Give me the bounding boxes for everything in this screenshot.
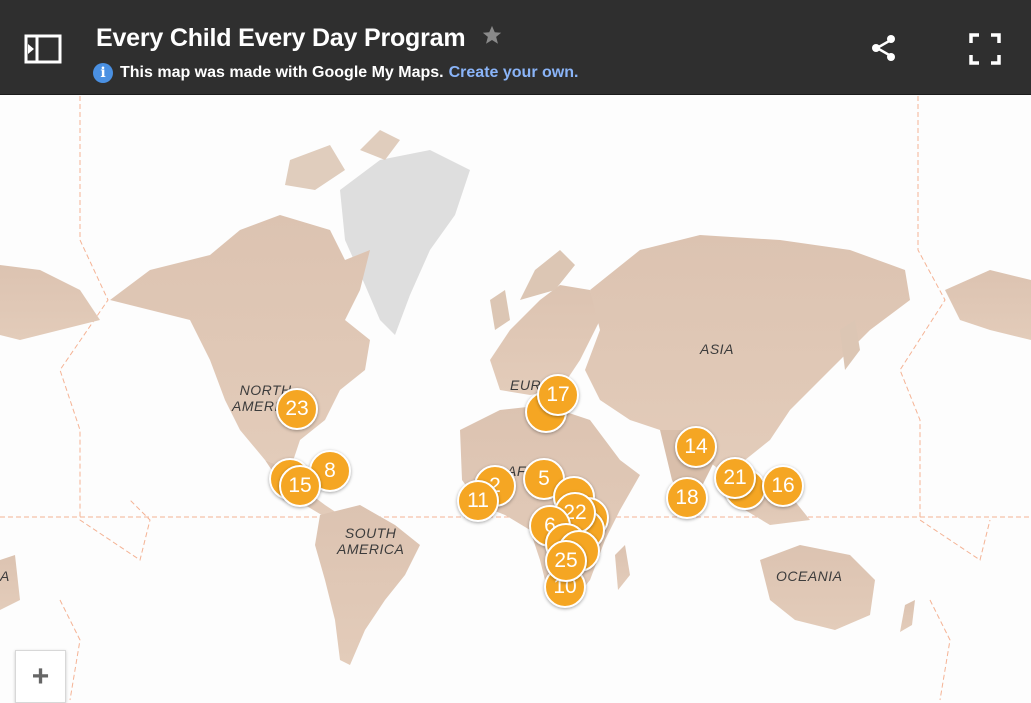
world-map-terrain — [0, 96, 1031, 701]
zoom-controls: + — [15, 650, 66, 703]
marker-cluster[interactable]: 14 — [675, 426, 717, 468]
marker-cluster[interactable]: 18 — [666, 477, 708, 519]
label-oceania: OCEANIA — [776, 568, 843, 584]
marker-cluster[interactable]: 11 — [457, 480, 499, 522]
label-australia-partial: A — [0, 568, 10, 584]
marker-cluster[interactable]: 21 — [714, 457, 756, 499]
marker-cluster[interactable]: 23 — [276, 388, 318, 430]
world-map[interactable]: NORTH AMERICA SOUTH AMERICA EUROPE AFRIC… — [0, 96, 1031, 703]
info-icon: i — [93, 63, 113, 83]
marker-cluster[interactable]: 15 — [279, 465, 321, 507]
made-with-text: This map was made with Google My Maps. — [120, 64, 444, 81]
side-panel-toggle-icon[interactable] — [24, 33, 62, 65]
zoom-in-button[interactable]: + — [31, 659, 50, 693]
star-icon[interactable] — [481, 24, 503, 46]
label-south-america: SOUTH AMERICA — [337, 525, 405, 557]
marker-cluster[interactable]: 25 — [545, 540, 587, 582]
label-asia: ASIA — [700, 341, 734, 357]
create-your-own-link[interactable]: Create your own. — [448, 64, 579, 81]
marker-cluster[interactable]: 16 — [762, 465, 804, 507]
fullscreen-icon[interactable] — [968, 32, 1002, 66]
map-header: Every Child Every Day Program i This map… — [0, 0, 1031, 95]
marker-cluster[interactable]: 17 — [537, 374, 579, 416]
map-title: Every Child Every Day Program — [96, 24, 466, 52]
share-icon[interactable] — [869, 33, 899, 63]
